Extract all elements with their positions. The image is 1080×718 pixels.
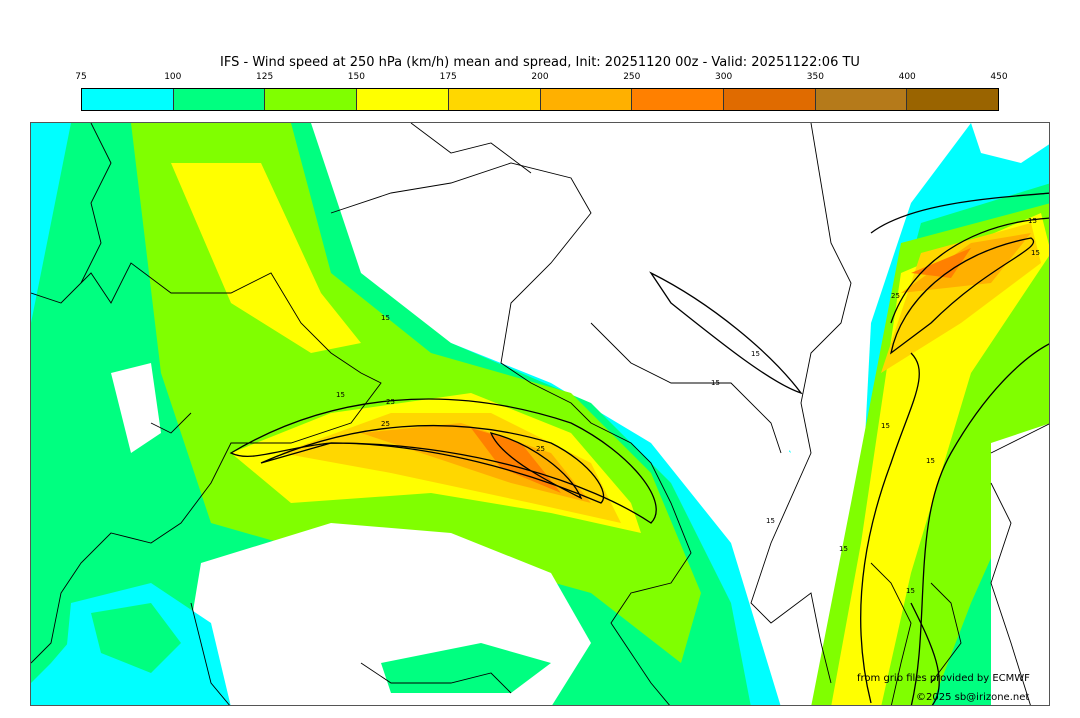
colorbar-tick: 200	[531, 72, 549, 82]
contour-label: 15	[906, 587, 915, 595]
contour-label: 15	[711, 379, 720, 387]
contour-label: 15	[1028, 217, 1037, 225]
wind-speed-map: 15 25 15 15 25 25 15 15 25 15 15 15 15 15 15	[30, 122, 1050, 706]
spread-contours	[229, 192, 1049, 705]
colorbar-swatch	[907, 89, 999, 110]
colorbar-swatch	[357, 89, 449, 110]
colorbar-tick: 400	[898, 72, 916, 82]
contour-label: 15	[926, 457, 935, 465]
contour-label: 25	[536, 445, 545, 453]
copyright-credit: ©2025 sb@irizone.net	[916, 692, 1030, 703]
contour-label: 25	[386, 398, 395, 406]
contour-label: 25	[381, 420, 390, 428]
coastlines	[31, 123, 1049, 705]
contour-label: 15	[336, 391, 345, 399]
colorbar-swatch	[723, 89, 816, 110]
colorbar-tick: 350	[806, 72, 824, 82]
wind-shading	[31, 123, 1049, 705]
colorbar-tick: 100	[164, 72, 182, 82]
colorbar-legend	[81, 88, 999, 111]
contour-label: 15	[751, 350, 760, 358]
contour-label: 15	[766, 517, 775, 525]
contour-label: 15	[881, 422, 890, 430]
colorbar-tick: 450	[990, 72, 1008, 82]
contour-label: 15	[381, 314, 390, 322]
contour-label: 25	[891, 292, 900, 300]
colorbar-tick: 150	[347, 72, 365, 82]
colorbar-swatch	[448, 89, 541, 110]
colorbar-swatch	[173, 89, 266, 110]
colorbar-tick: 175	[439, 72, 457, 82]
data-source-credit: from grib files provided by ECMWF	[857, 673, 1030, 684]
colorbar-tick-labels: 75 100 125 150 175 200 250 300 350 400 450	[0, 72, 1080, 84]
colorbar-swatch	[815, 89, 908, 110]
contour-labels: 15 25 15 15 25 25 15 15 25 15 15 15 15 15 15	[336, 217, 1040, 595]
colorbar-swatch	[632, 89, 724, 110]
colorbar-tick: 125	[256, 72, 274, 82]
colorbar-swatch	[540, 89, 633, 110]
contour-label: 15	[839, 545, 848, 553]
contour-label: 15	[1031, 249, 1040, 257]
colorbar-swatch	[82, 89, 174, 110]
colorbar-swatch	[265, 89, 358, 110]
colorbar-tick: 250	[623, 72, 641, 82]
map-title: IFS - Wind speed at 250 hPa (km/h) mean …	[220, 55, 860, 70]
map-canvas: 15 25 15 15 25 25 15 15 25 15 15 15 15 15 15	[31, 123, 1049, 705]
colorbar-tick: 75	[75, 72, 87, 82]
colorbar-tick: 300	[715, 72, 733, 82]
